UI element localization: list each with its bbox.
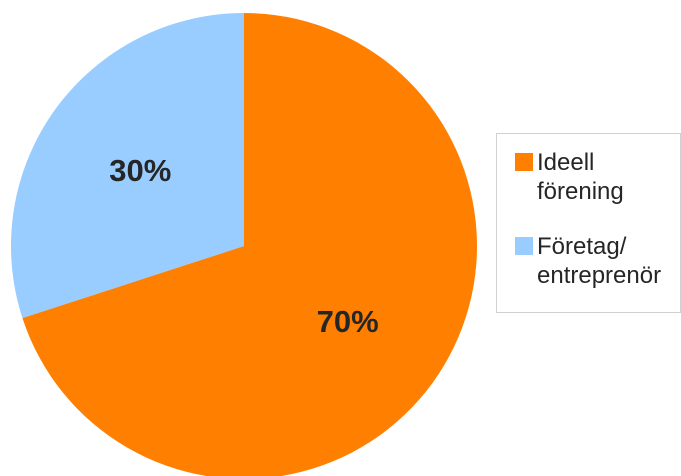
chart-legend: Ideell förening Företag/ entreprenör xyxy=(496,133,681,313)
data-label-foretag-entreprenor: 30% xyxy=(109,153,171,188)
pie-slice-ideell-forening xyxy=(22,13,477,476)
legend-label-ideell-forening: Ideell förening xyxy=(537,149,624,205)
legend-item-ideell-forening: Ideell förening xyxy=(515,148,681,206)
legend-swatch-ideell-forening xyxy=(515,153,533,171)
legend-swatch-foretag-entreprenor xyxy=(515,237,533,255)
data-label-ideell-forening: 70% xyxy=(317,304,379,339)
pie-slice-foretag-entreprenor xyxy=(10,13,244,319)
legend-item-foretag-entreprenor: Företag/ entreprenör xyxy=(515,232,681,290)
legend-label-foretag-entreprenor: Företag/ entreprenör xyxy=(537,233,662,289)
